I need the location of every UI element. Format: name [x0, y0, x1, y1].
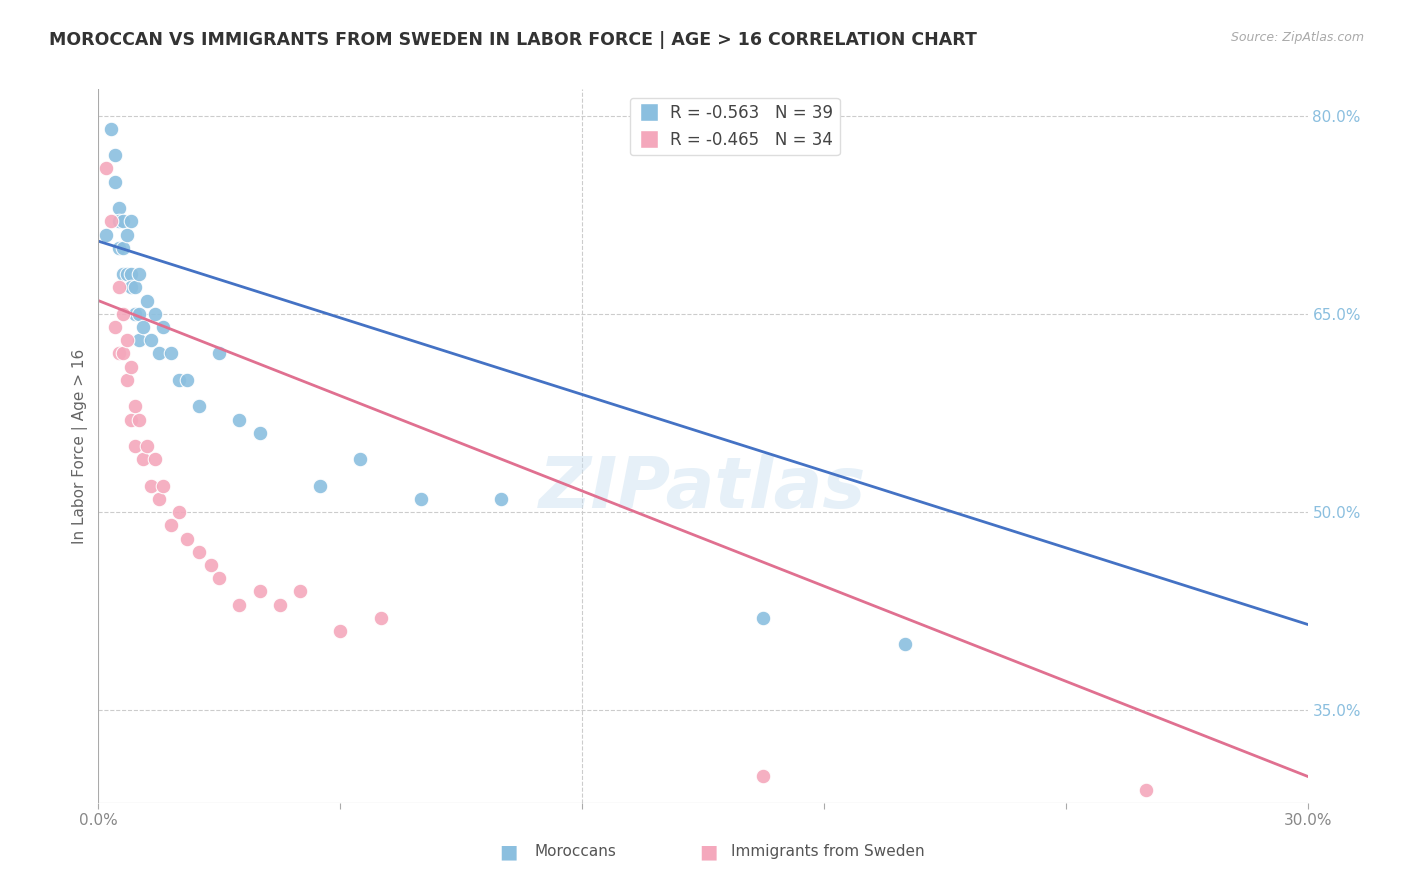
Text: MOROCCAN VS IMMIGRANTS FROM SWEDEN IN LABOR FORCE | AGE > 16 CORRELATION CHART: MOROCCAN VS IMMIGRANTS FROM SWEDEN IN LA…	[49, 31, 977, 49]
Point	[249, 584, 271, 599]
Point	[228, 412, 250, 426]
Point	[148, 491, 170, 506]
Point	[120, 267, 142, 281]
Point	[152, 320, 174, 334]
Point	[167, 373, 190, 387]
Point	[115, 227, 138, 242]
Point	[103, 320, 125, 334]
Point	[208, 571, 231, 585]
Point	[269, 598, 291, 612]
Point	[200, 558, 222, 572]
Legend: R = -0.563   N = 39, R = -0.465   N = 34: R = -0.563 N = 39, R = -0.465 N = 34	[630, 97, 839, 155]
Point	[349, 452, 371, 467]
Point	[128, 307, 150, 321]
Y-axis label: In Labor Force | Age > 16: In Labor Force | Age > 16	[72, 349, 87, 543]
Point	[111, 214, 134, 228]
Point	[128, 333, 150, 347]
Point	[188, 545, 211, 559]
Point	[115, 267, 138, 281]
Point	[111, 241, 134, 255]
Point	[120, 359, 142, 374]
Point	[107, 214, 129, 228]
Point	[228, 598, 250, 612]
Point	[176, 532, 198, 546]
Point	[124, 280, 146, 294]
Point	[249, 425, 271, 440]
Point	[103, 148, 125, 162]
Point	[107, 346, 129, 360]
Point	[143, 452, 166, 467]
Point	[111, 307, 134, 321]
Point	[139, 478, 162, 492]
Point	[143, 307, 166, 321]
Point	[135, 293, 157, 308]
Point	[120, 214, 142, 228]
Point	[288, 584, 311, 599]
Point	[893, 637, 915, 651]
Point	[752, 769, 775, 783]
Text: Moroccans: Moroccans	[534, 845, 616, 859]
Text: Source: ZipAtlas.com: Source: ZipAtlas.com	[1230, 31, 1364, 45]
Point	[208, 346, 231, 360]
Point	[120, 412, 142, 426]
Point	[409, 491, 432, 506]
Text: Immigrants from Sweden: Immigrants from Sweden	[731, 845, 925, 859]
Point	[188, 400, 211, 414]
Point	[115, 333, 138, 347]
Point	[100, 214, 122, 228]
Point	[128, 412, 150, 426]
Text: ZIPatlas: ZIPatlas	[540, 454, 866, 524]
Point	[139, 333, 162, 347]
Point	[135, 439, 157, 453]
Point	[132, 320, 155, 334]
Point	[124, 307, 146, 321]
Point	[124, 400, 146, 414]
Point	[96, 161, 118, 176]
Point	[120, 280, 142, 294]
Point	[111, 346, 134, 360]
Point	[167, 505, 190, 519]
Point	[160, 346, 183, 360]
Point	[309, 478, 332, 492]
Text: ■: ■	[499, 842, 517, 862]
Point	[111, 267, 134, 281]
Point	[176, 373, 198, 387]
Point	[329, 624, 352, 638]
Point	[491, 491, 513, 506]
Point	[100, 121, 122, 136]
Point	[128, 267, 150, 281]
Point	[160, 518, 183, 533]
Point	[752, 611, 775, 625]
Point	[96, 227, 118, 242]
Point	[1135, 782, 1157, 797]
Point	[107, 201, 129, 215]
Point	[370, 611, 392, 625]
Point	[132, 452, 155, 467]
Point	[107, 241, 129, 255]
Point	[115, 373, 138, 387]
Point	[124, 439, 146, 453]
Point	[103, 175, 125, 189]
Point	[148, 346, 170, 360]
Point	[107, 280, 129, 294]
Text: ■: ■	[699, 842, 717, 862]
Point	[152, 478, 174, 492]
